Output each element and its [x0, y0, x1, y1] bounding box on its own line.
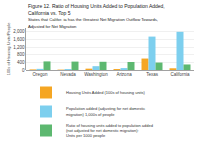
svg-text:California: California	[170, 72, 190, 77]
svg-text:Nevada: Nevada	[60, 72, 76, 77]
svg-text:Population added (adjusting fo: Population added (adjusting for net dome…	[66, 106, 145, 116]
svg-text:800: 800	[17, 52, 25, 57]
svg-text:Washington: Washington	[84, 72, 108, 77]
svg-text:100s of Housing Units/People: 100s of Housing Units/People	[6, 22, 11, 75]
svg-text:Ratio of housing units added t: Ratio of housing units added to populati…	[66, 123, 153, 138]
svg-text:Housing Units Added (100s of h: Housing Units Added (100s of housing uni…	[66, 90, 146, 95]
svg-text:1,600: 1,600	[13, 37, 25, 42]
svg-text:Oregon: Oregon	[32, 72, 48, 77]
svg-text:Texas: Texas	[146, 72, 159, 77]
svg-text:2,000: 2,000	[13, 29, 25, 34]
svg-text:400: 400	[17, 60, 25, 65]
svg-text:Arizona: Arizona	[116, 72, 132, 77]
svg-text:0: 0	[22, 68, 25, 73]
svg-text:1,200: 1,200	[13, 45, 25, 50]
svg-text:Figure 12. Ratio of Housing Un: Figure 12. Ratio of Housing Units Added …	[28, 3, 165, 29]
